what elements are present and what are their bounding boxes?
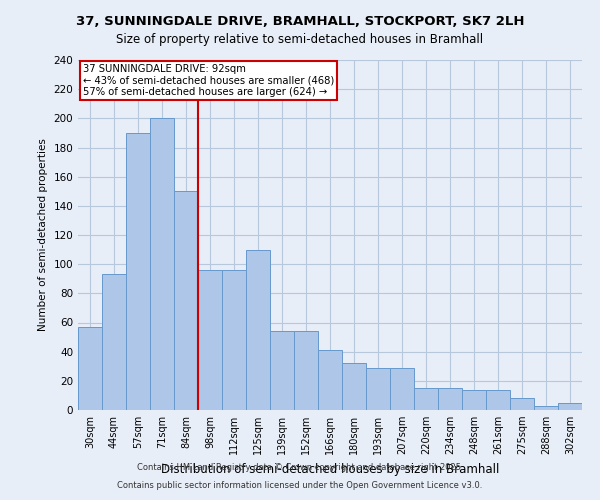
Bar: [198, 270, 222, 410]
Bar: [270, 331, 294, 410]
Text: 37 SUNNINGDALE DRIVE: 92sqm
← 43% of semi-detached houses are smaller (468)
57% : 37 SUNNINGDALE DRIVE: 92sqm ← 43% of sem…: [83, 64, 334, 96]
Bar: [510, 398, 534, 410]
Bar: [438, 388, 462, 410]
Bar: [414, 388, 438, 410]
Bar: [318, 350, 342, 410]
Text: 37, SUNNINGDALE DRIVE, BRAMHALL, STOCKPORT, SK7 2LH: 37, SUNNINGDALE DRIVE, BRAMHALL, STOCKPO…: [76, 15, 524, 28]
Bar: [78, 327, 102, 410]
Bar: [366, 368, 390, 410]
Text: Contains HM Land Registry data © Crown copyright and database right 2025.: Contains HM Land Registry data © Crown c…: [137, 464, 463, 472]
Bar: [222, 270, 246, 410]
Bar: [150, 118, 174, 410]
Text: Size of property relative to semi-detached houses in Bramhall: Size of property relative to semi-detach…: [116, 32, 484, 46]
Bar: [486, 390, 510, 410]
X-axis label: Distribution of semi-detached houses by size in Bramhall: Distribution of semi-detached houses by …: [161, 462, 499, 475]
Bar: [534, 406, 558, 410]
Y-axis label: Number of semi-detached properties: Number of semi-detached properties: [38, 138, 48, 332]
Bar: [462, 390, 486, 410]
Bar: [246, 250, 270, 410]
Bar: [102, 274, 126, 410]
Bar: [294, 331, 318, 410]
Bar: [174, 192, 198, 410]
Bar: [390, 368, 414, 410]
Text: Contains public sector information licensed under the Open Government Licence v3: Contains public sector information licen…: [118, 481, 482, 490]
Bar: [342, 364, 366, 410]
Bar: [558, 402, 582, 410]
Bar: [126, 133, 150, 410]
